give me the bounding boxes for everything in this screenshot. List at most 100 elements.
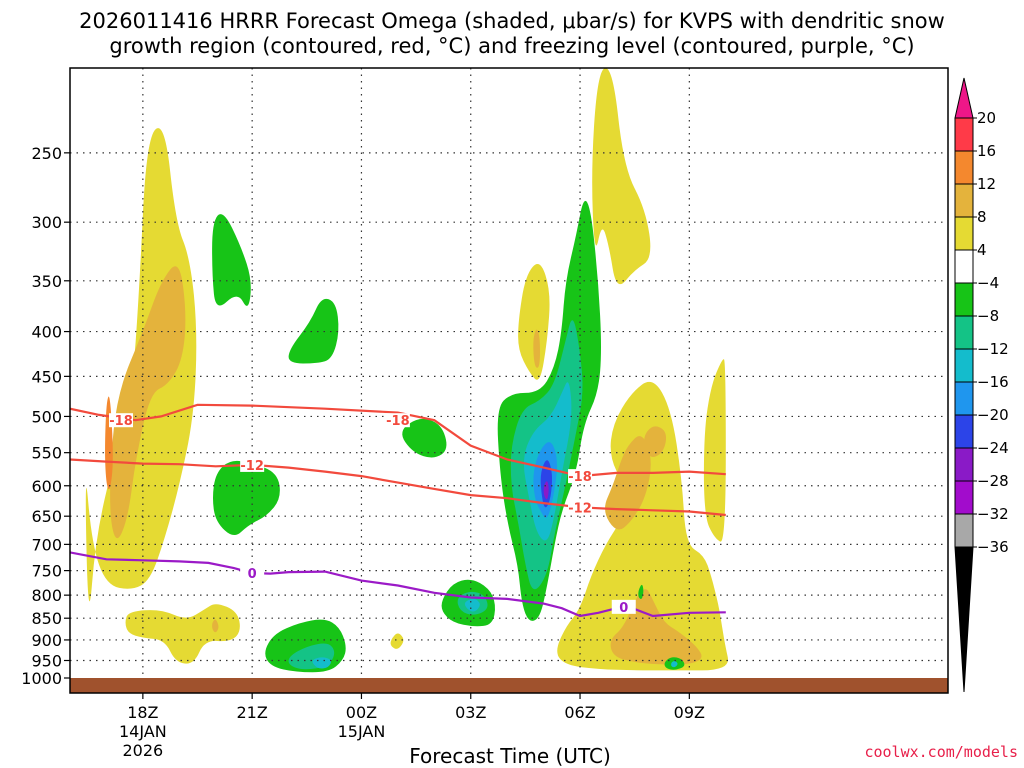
colorbar-swatch [954, 381, 974, 416]
temp-contour-m12-label-bg [240, 457, 265, 472]
colorbar-label: −20 [977, 406, 1009, 424]
colorbar: 20 16 12 8 4 −4 −8 −12 −16 −20 −24 −28 −32 −36 [954, 77, 1009, 693]
x-tick-label: 09Z [674, 703, 705, 722]
ground-surface [70, 678, 948, 693]
omega-positive-west-core [110, 266, 186, 539]
temp-contour-m18-label: -18 [386, 414, 410, 429]
freezing-level-contour-label-bg [240, 566, 265, 581]
colorbar-label: −16 [977, 373, 1009, 391]
temp-contour-m18-label: -18 [568, 470, 592, 485]
omega-negative-21z-mid [213, 460, 280, 536]
y-tick-label: 800 [31, 586, 62, 605]
omega-positive-0630-upper-mid [625, 541, 644, 561]
omega-positive-west-max [105, 396, 113, 490]
colorbar-swatch [954, 183, 974, 218]
x-axis-label: Forecast Time (UTC) [409, 744, 611, 768]
omega-positive-0830-small [682, 577, 689, 596]
temp-contour-m12 [70, 458, 726, 517]
x-tick-year: 2026 [123, 741, 164, 760]
colorbar-label: −4 [977, 274, 999, 292]
freezing-level-contour-label-bg [611, 599, 636, 614]
colorbar-label: −36 [977, 538, 1009, 556]
colorbar-swatch [954, 348, 974, 383]
colorbar-label: −28 [977, 472, 1009, 490]
chart-title-line1: 2026011416 HRRR Forecast Omega (shaded, … [79, 9, 945, 33]
omega-negative-22z-upper [288, 298, 339, 364]
omega-positive-0730-core [644, 426, 667, 457]
colorbar-label: 12 [977, 175, 996, 193]
freezing-level-contour-label: 0 [619, 601, 628, 616]
y-tick-label: 600 [31, 477, 62, 496]
temp-contour-m18 [70, 403, 726, 478]
y-tick-label: 250 [31, 144, 62, 163]
omega-positive-0930-small [686, 620, 693, 638]
x-tick-label: 06Z [564, 703, 595, 722]
colorbar-label: −32 [977, 505, 1009, 523]
y-tick-label: 550 [31, 444, 62, 463]
temp-contour-m12-label: -12 [568, 501, 592, 516]
temp-contour-m12-label: -12 [240, 459, 264, 474]
colorbar-label: −24 [977, 439, 1009, 457]
colorbar-label: −8 [977, 307, 999, 325]
omega-positive-low-left-core [212, 619, 219, 633]
x-tick-label: 21Z [236, 703, 267, 722]
colorbar-label: 8 [977, 208, 987, 226]
y-tick-label: 300 [31, 213, 62, 232]
colorbar-bottom-arrow [954, 546, 974, 693]
chart-title-line2: growth region (contoured, red, °C) and f… [109, 34, 914, 58]
x-tick-date: 14JAN [119, 722, 167, 741]
omega-positive-06z-lower [557, 381, 728, 671]
temp-contour-m18-label-bg [385, 413, 410, 428]
y-tick-label: 900 [31, 631, 62, 650]
omega-positive-east-edge [703, 359, 726, 542]
colorbar-swatch [954, 315, 974, 350]
y-tick-label: 850 [31, 609, 62, 628]
colorbar-swatch [954, 414, 974, 449]
plot-content: -18 -18 -18 -12 -12 0 0 [70, 68, 948, 693]
omega-positive-0130-small [390, 633, 404, 649]
x-tick-label: 03Z [455, 703, 486, 722]
x-tick-label: 18Z [127, 703, 158, 722]
colorbar-label: 20 [977, 109, 996, 127]
temp-contour-m18-label: -18 [109, 414, 133, 429]
y-tick-label: 1000 [21, 669, 62, 688]
plot-area: -18 -18 -18 -12 -12 0 0 [69, 67, 949, 694]
colorbar-label: 16 [977, 142, 996, 160]
plot-frame [69, 67, 949, 694]
y-tick-label: 350 [31, 272, 62, 291]
omega-negative-03z-low-max [464, 598, 480, 612]
temp-contour-m18-label-bg [568, 469, 593, 484]
x-tick-date: 15JAN [338, 722, 386, 741]
omega-positive-0445-upper [518, 264, 550, 380]
colorbar-swatch [954, 150, 974, 185]
omega-negative-0830-low-core [671, 661, 678, 668]
colorbar-swatch [954, 513, 974, 548]
credit-link[interactable]: coolwx.com/models [864, 743, 1018, 761]
y-tick-label: 750 [31, 562, 62, 581]
y-tick-label: 950 [31, 651, 62, 670]
y-tick-label: 450 [31, 367, 62, 386]
x-tick-label: 00Z [346, 703, 377, 722]
omega-positive-06z-lower-core-1 [605, 436, 651, 530]
y-tick-label: 500 [31, 407, 62, 426]
axes: 250 300 350 400 450 500 550 600 650 700 750 800 850 9… [21, 144, 705, 760]
temp-contour-m12-label-bg [568, 500, 593, 515]
colorbar-label: 4 [977, 241, 987, 259]
colorbar-swatch [954, 480, 974, 515]
omega-positive-0445-upper-core [533, 329, 540, 368]
colorbar-swatch [954, 117, 974, 152]
omega-negative-01z-mid [402, 418, 447, 458]
temp-contour-m18-label-bg [109, 413, 134, 428]
colorbar-swatch [954, 282, 974, 317]
colorbar-swatch [954, 216, 974, 251]
omega-positive-low-left [125, 604, 240, 664]
colorbar-swatch [954, 447, 974, 482]
colorbar-label: −12 [977, 340, 1009, 358]
y-tick-label: 400 [31, 323, 62, 342]
omega-positive-0630-upper [592, 68, 651, 285]
colorbar-swatch [954, 249, 974, 284]
y-tick-label: 700 [31, 535, 62, 554]
omega-negative-21z-upper [212, 214, 251, 306]
freezing-level-contour-label: 0 [248, 567, 257, 582]
colorbar-top-arrow [954, 77, 974, 119]
